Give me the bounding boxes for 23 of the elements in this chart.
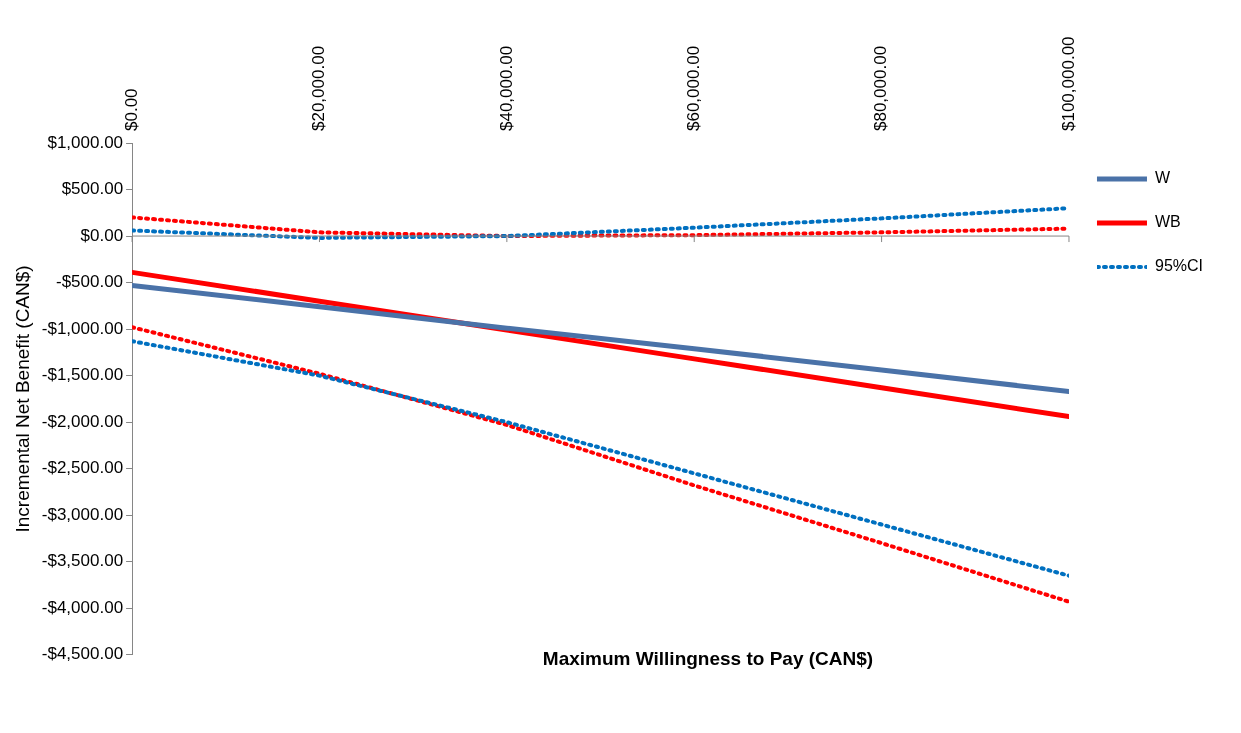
- y-tick-label: -$3,000.00: [41, 504, 124, 524]
- legend-label: WB: [1154, 213, 1181, 231]
- y-tick-label: -$4,000.00: [41, 597, 124, 617]
- y-tick-label: -$3,500.00: [41, 551, 124, 571]
- line-series: [132, 215, 1069, 239]
- y-tick-label: -$1,000.00: [41, 318, 124, 338]
- x-tick-label: $80,000.00: [871, 45, 891, 131]
- y-tick-label: -$2,500.00: [41, 458, 124, 478]
- y-tick-label: -$1,500.00: [41, 365, 124, 385]
- y-tick-label: -$4,500.00: [41, 644, 124, 664]
- legend-label: W: [1154, 169, 1171, 187]
- y-tick-label: $500.00: [61, 179, 124, 199]
- x-tick-label: $40,000.00: [496, 45, 516, 131]
- legend-label: 95%CI: [1154, 257, 1204, 275]
- x-tick-label: $20,000.00: [309, 45, 329, 131]
- y-tick-label: $1,000.00: [47, 132, 124, 152]
- y-axis-title: Incremental Net Benefit (CAN$): [11, 265, 33, 533]
- x-axis-title: Maximum Willingness to Pay (CAN$): [541, 648, 875, 670]
- y-tick-label: -$500.00: [55, 272, 124, 292]
- x-tick-label: $100,000.00: [1058, 36, 1078, 131]
- y-tick-label: -$2,000.00: [41, 411, 124, 431]
- y-tick-label: $0.00: [80, 225, 124, 245]
- x-tick-label: $60,000.00: [683, 45, 703, 131]
